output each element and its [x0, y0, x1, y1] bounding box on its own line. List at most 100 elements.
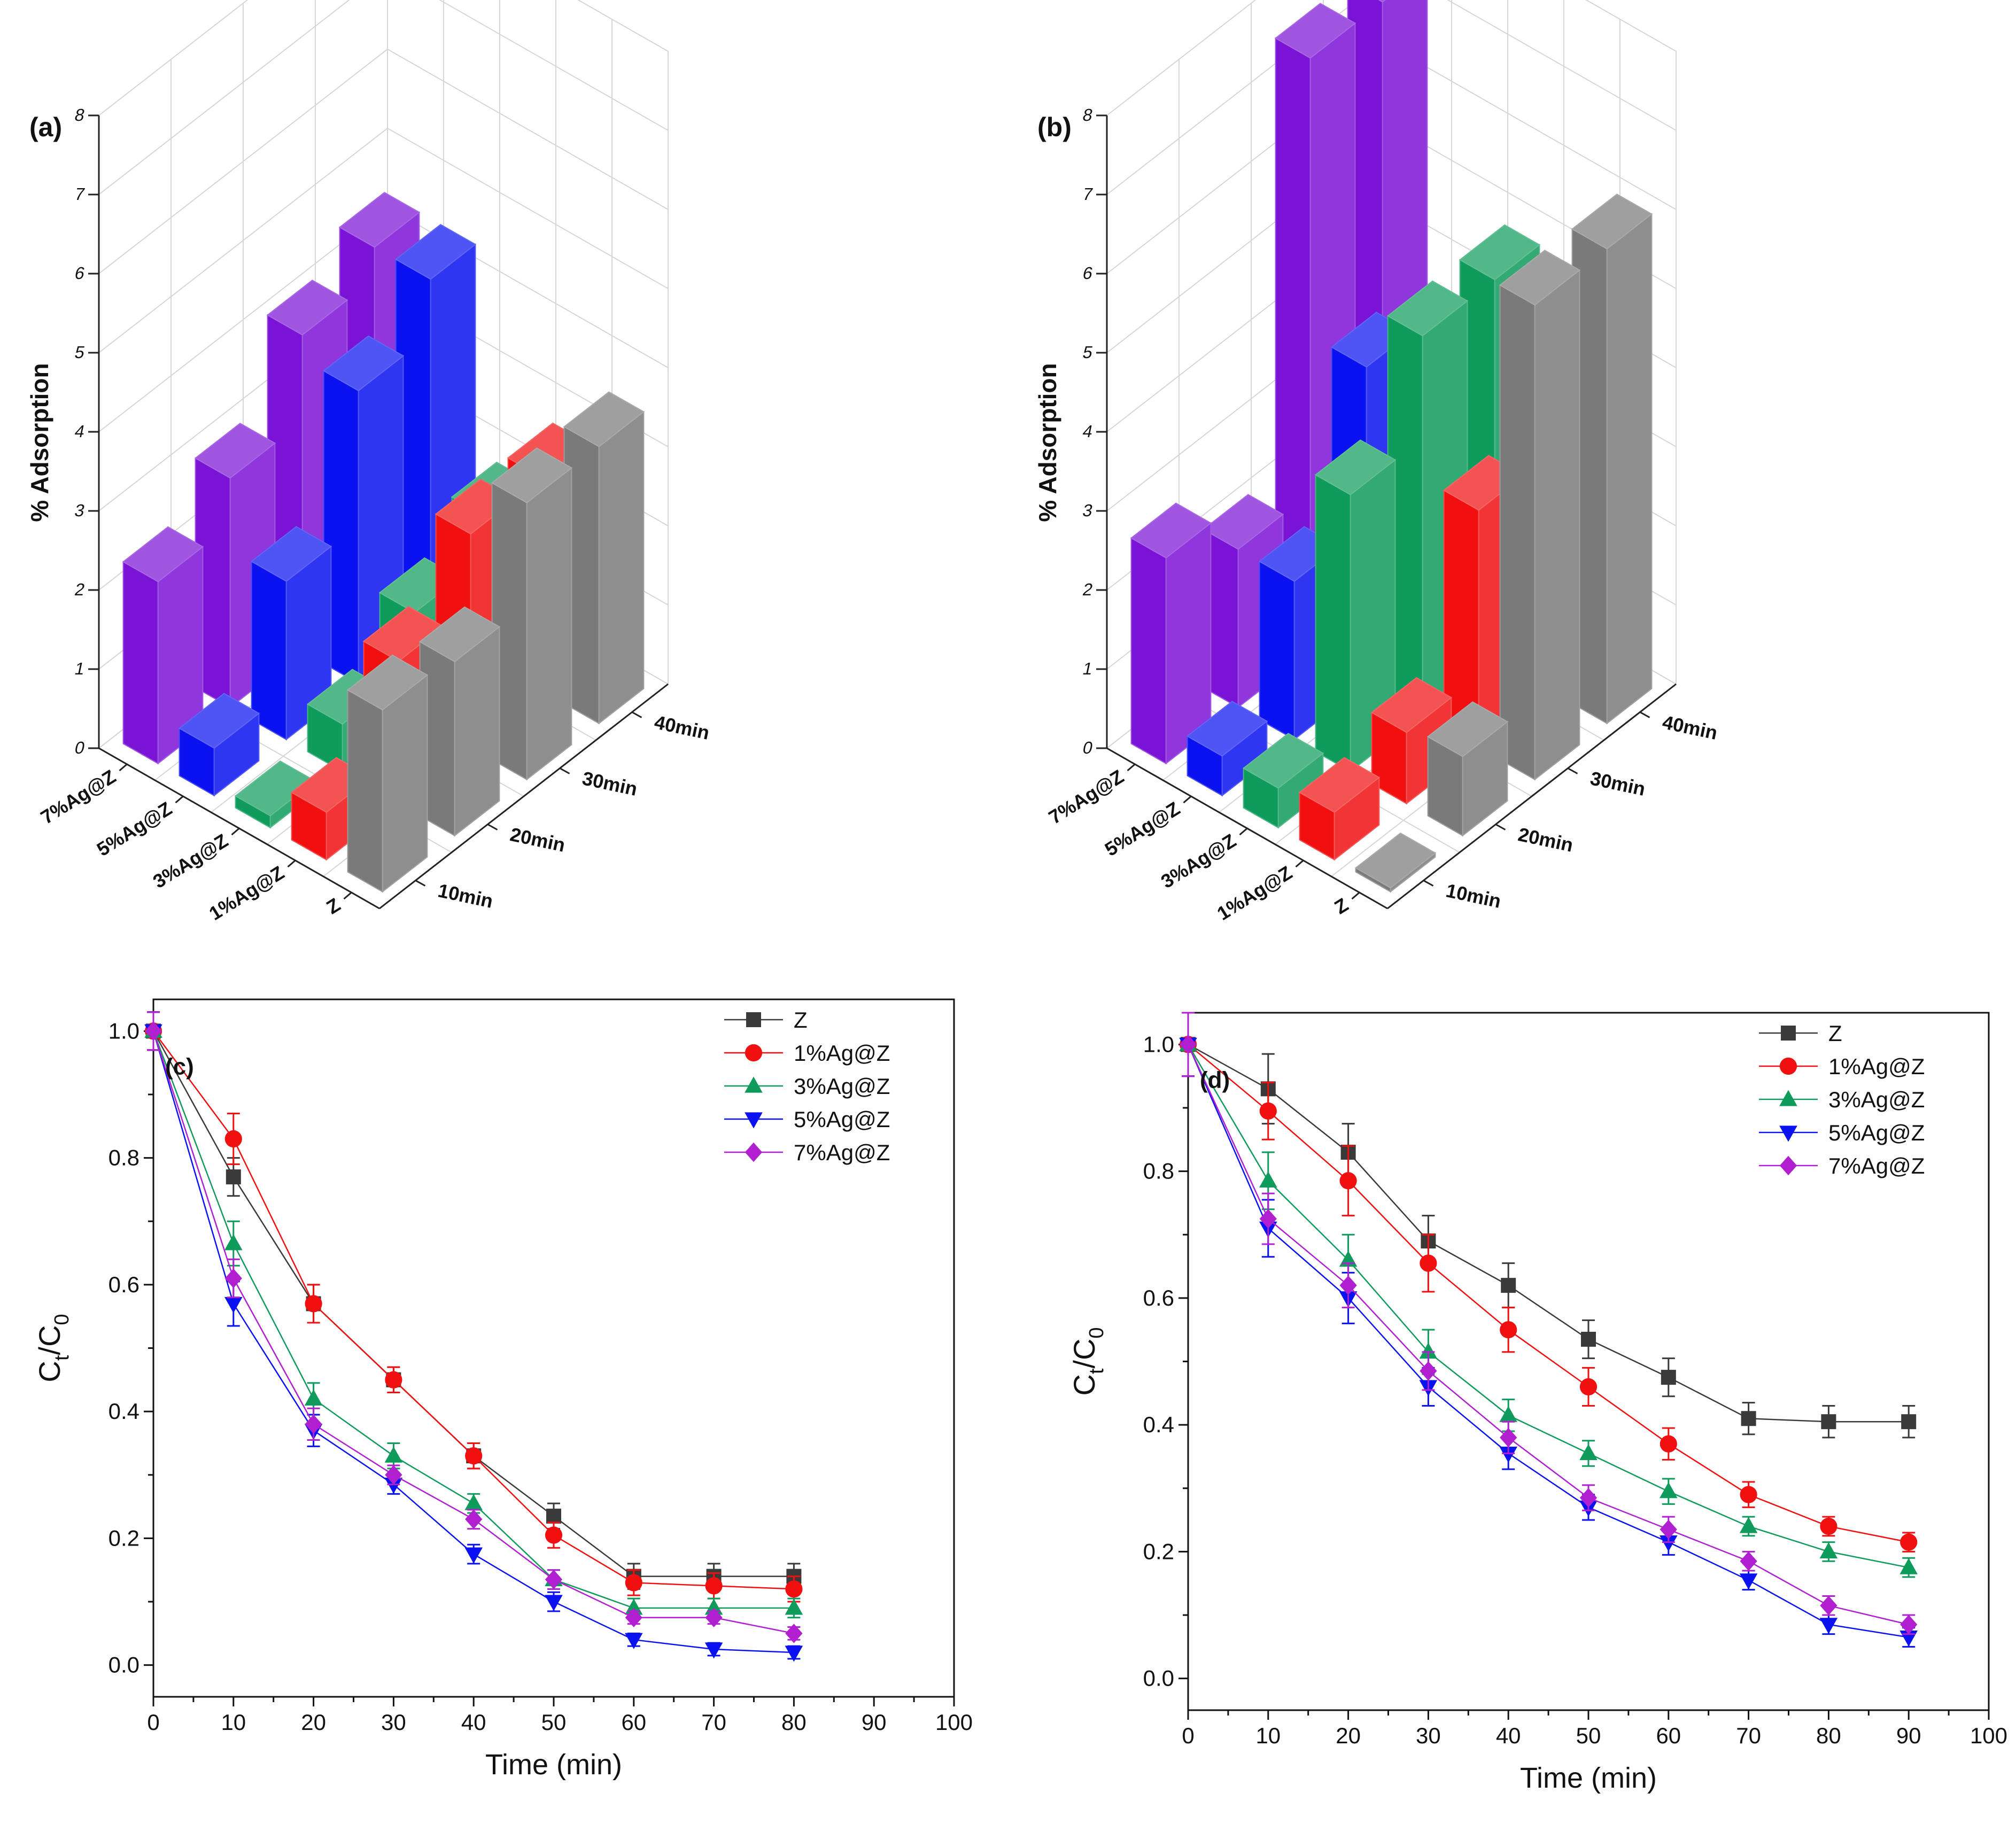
y-tick-label: 0.8	[1143, 1159, 1174, 1184]
bar-z-30min	[491, 447, 573, 781]
data-point	[545, 1570, 563, 1589]
bar-top-face	[1242, 733, 1324, 789]
time-label-40min: 40min	[1661, 711, 1719, 744]
series-5pctag-at-z	[144, 1011, 803, 1662]
bar-top-face	[1499, 250, 1581, 306]
data-point	[785, 1646, 803, 1662]
series-z	[1181, 1012, 1917, 1439]
panel-label: (d)	[1200, 1067, 1230, 1093]
series-1pctag-at-z	[1179, 1012, 1918, 1553]
data-point	[625, 1633, 643, 1649]
time-label-30min: 30min	[1588, 767, 1647, 800]
bar-top-face	[1298, 757, 1381, 813]
bar-top-face	[1378, 0, 1386, 3]
bar-side-face	[1534, 269, 1580, 781]
data-point	[1660, 1482, 1678, 1499]
x-axis-label: Time (min)	[485, 1749, 622, 1781]
data-point	[1900, 1533, 1918, 1551]
data-point	[1501, 1278, 1516, 1293]
data-point	[1259, 1171, 1277, 1187]
series-line	[1188, 1044, 1909, 1543]
material-label-5pctag-at-z: 5%Ag@Z	[1101, 797, 1184, 860]
z-tick-label: 1	[73, 659, 87, 678]
z-tick-label: 6	[73, 263, 87, 283]
x-tick-label: 100	[935, 1710, 973, 1735]
material-label-3pctag-at-z: 3%Ag@Z	[149, 829, 232, 892]
bar-top-face	[346, 654, 429, 711]
data-point	[384, 1446, 403, 1463]
bar-top-face	[322, 335, 405, 392]
y-tick-label: 0.2	[108, 1525, 139, 1550]
z-tick-label: 6	[1081, 263, 1095, 283]
x-tick-label: 0	[147, 1710, 159, 1735]
bar-z-10min	[346, 654, 429, 893]
bar-top-face	[1370, 677, 1453, 733]
data-point	[1660, 1435, 1677, 1453]
z-tick-label: 2	[1081, 580, 1095, 599]
data-point	[1660, 1519, 1677, 1540]
y-tick-label: 0.0	[1143, 1666, 1174, 1691]
series-5pctag-at-z	[1179, 1012, 1918, 1648]
y-axis-label-sub: 0	[1085, 1327, 1108, 1338]
legend-marker	[745, 1044, 763, 1062]
time-label-30min: 30min	[580, 767, 639, 800]
panel-c-line-chart: 0 10 20 30 40 50 60 70 80 90 100 0.0 0.2 0.4 0.6 0.8 1.0…	[33, 998, 973, 1781]
bar-top-face	[1386, 280, 1469, 337]
data-point	[1740, 1551, 1757, 1571]
x-tick-label: 30	[1416, 1723, 1441, 1748]
data-point	[1739, 1573, 1758, 1590]
x-tick-label: 80	[1816, 1723, 1841, 1748]
z-tick-label: 2	[73, 580, 87, 599]
data-point	[1740, 1486, 1757, 1503]
data-point	[704, 1642, 723, 1659]
bar-z-30min	[1499, 250, 1581, 781]
legend-marker	[1781, 1026, 1796, 1041]
data-point	[1339, 1275, 1357, 1295]
time-tick	[1567, 767, 1578, 774]
time-axis-line	[1387, 683, 1677, 910]
y-axis-label-main: C	[1067, 1374, 1101, 1395]
legend-label-3pctag-at-z: 3%Ag@Z	[794, 1074, 890, 1099]
legend-label-z: Z	[794, 1007, 808, 1033]
data-point	[1179, 1035, 1197, 1054]
bar-top-face	[1571, 193, 1653, 250]
y-tick-label: 0.8	[108, 1145, 139, 1170]
bar-z-40min	[563, 391, 645, 725]
bar-top-face	[178, 693, 260, 749]
z-tick-label: 0	[1081, 738, 1095, 757]
bar-top-face	[418, 606, 501, 663]
bar-top-face	[194, 423, 276, 479]
data-point	[304, 1389, 323, 1406]
material-label-z: Z	[1330, 894, 1352, 918]
bar-side-face	[526, 467, 572, 781]
data-point	[385, 1465, 402, 1485]
data-point	[1579, 1444, 1598, 1461]
time-tick	[487, 824, 498, 830]
y-tick-label: 0.6	[108, 1272, 139, 1297]
data-point	[1899, 1558, 1918, 1574]
y-axis-label-main: C	[33, 1361, 66, 1382]
z-tick-label: 3	[73, 501, 87, 520]
z-gridline	[1106, 0, 1677, 195]
time-tick	[559, 767, 570, 774]
bar-top-face	[1354, 832, 1437, 889]
material-label-1pctag-at-z: 1%Ag@Z	[205, 861, 288, 925]
y-axis-label-sep: /C	[33, 1325, 66, 1355]
x-tick-label: 100	[1970, 1723, 2007, 1748]
legend-label-7pctag-at-z: 7%Ag@Z	[1828, 1153, 1925, 1178]
data-point	[1420, 1361, 1437, 1381]
z-gridline	[98, 0, 669, 195]
time-tick	[631, 711, 642, 718]
bar-side-face	[598, 410, 645, 725]
legend-marker	[1779, 1126, 1797, 1142]
bar-side-face	[1606, 213, 1653, 725]
data-point	[1901, 1414, 1917, 1430]
y-tick-label: 0.4	[1143, 1412, 1174, 1437]
x-tick-label: 10	[1255, 1723, 1281, 1748]
bar-7pctag-at-z-10min	[122, 526, 204, 765]
bar-top-face	[1314, 439, 1397, 495]
panel-label: (a)	[29, 112, 62, 142]
bar-top-face	[1459, 224, 1541, 281]
data-point	[1500, 1321, 1517, 1339]
